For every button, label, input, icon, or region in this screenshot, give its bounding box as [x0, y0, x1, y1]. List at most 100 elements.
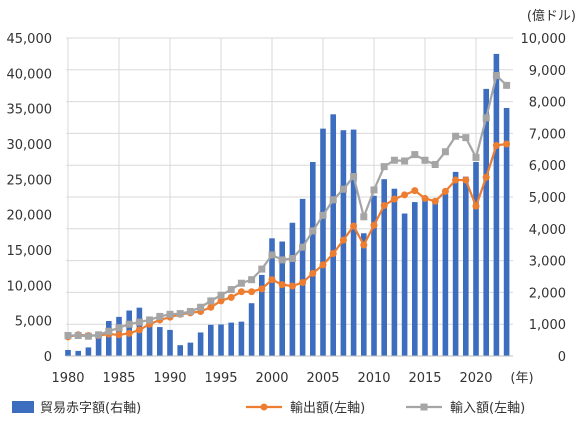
data-point — [421, 156, 429, 164]
data-point — [319, 211, 327, 219]
data-point — [380, 163, 388, 171]
series-line — [67, 142, 507, 338]
right-axis-tick-label: 8,000 — [529, 96, 566, 111]
data-point — [411, 187, 419, 195]
right-axis-tick-label: 0 — [558, 350, 566, 365]
data-point — [482, 114, 490, 122]
data-point — [125, 320, 133, 328]
data-point — [360, 213, 368, 221]
bar — [167, 329, 173, 356]
bar — [269, 238, 275, 356]
x-axis-unit-label: (年) — [510, 371, 533, 386]
left-axis-tick-label: 25,000 — [7, 173, 53, 188]
data-point — [74, 332, 82, 340]
data-point — [268, 276, 276, 284]
legend-swatch-marker — [260, 403, 268, 411]
data-point — [105, 327, 113, 335]
bar — [197, 332, 204, 356]
bar — [452, 171, 459, 356]
legend: 貿易赤字額(右軸) 輸出額(左軸) 輸入額(左軸) — [12, 401, 525, 416]
bar — [75, 350, 81, 356]
right-axis-tick-label: 3,000 — [529, 255, 566, 270]
data-point — [339, 236, 347, 244]
bar — [432, 202, 438, 356]
right-axis-tick-label: 4,000 — [529, 223, 566, 238]
data-point — [431, 160, 439, 168]
data-point — [441, 187, 449, 195]
left-axis-tick-label: 30,000 — [7, 138, 53, 153]
data-point — [217, 291, 225, 299]
data-point — [156, 312, 164, 320]
right-axis-tick-label: 6,000 — [529, 159, 566, 174]
legend-label: 輸入額(左軸) — [450, 401, 525, 416]
x-axis-tick-label: 2005 — [306, 371, 339, 386]
data-point — [258, 265, 266, 273]
data-point — [319, 261, 327, 269]
bar — [361, 233, 367, 356]
data-point — [492, 71, 500, 79]
bar — [463, 176, 469, 356]
data-point — [411, 151, 419, 159]
data-point — [339, 185, 347, 193]
data-point — [462, 176, 470, 184]
bar — [248, 303, 255, 356]
left-axis-tick-label: 15,000 — [7, 244, 53, 259]
bar — [401, 213, 408, 356]
bar — [493, 53, 500, 357]
data-point — [431, 197, 439, 205]
left-axis-tick-label: 0 — [44, 350, 52, 365]
line-series — [64, 71, 511, 341]
axes: 0 5,000 10,000 15,000 20,000 25,000 30,000 35,0… — [7, 32, 567, 386]
data-point — [186, 307, 194, 315]
data-point — [135, 318, 143, 326]
left-axis-tick-label: 5,000 — [15, 315, 52, 330]
bar — [85, 347, 92, 356]
right-axis-tick-label: 1,000 — [529, 318, 566, 333]
x-axis-tick-label: 1995 — [204, 371, 237, 386]
bar — [473, 162, 479, 356]
left-axis-tick-label: 10,000 — [7, 279, 53, 294]
data-point — [227, 286, 235, 294]
right-axis-tick-label: 7,000 — [529, 127, 566, 142]
data-point — [217, 297, 225, 305]
legend-label: 貿易赤字額(右軸) — [40, 401, 141, 416]
data-point — [452, 132, 460, 140]
data-point — [248, 288, 256, 296]
bar — [238, 321, 245, 356]
data-point — [166, 310, 174, 318]
left-axis-tick-label: 40,000 — [7, 67, 53, 82]
data-point — [237, 279, 245, 287]
data-point — [503, 140, 511, 148]
x-axis-tick-label: 1985 — [102, 371, 135, 386]
data-point — [115, 331, 123, 339]
data-point — [135, 326, 143, 334]
data-point — [350, 222, 358, 230]
legend-label: 輸出額(左軸) — [290, 401, 365, 416]
legend-swatch-marker — [420, 403, 428, 411]
data-point — [441, 148, 449, 156]
x-axis-tick-label: 2010 — [357, 371, 390, 386]
bar — [106, 321, 112, 356]
data-point — [299, 243, 307, 251]
data-point — [227, 293, 235, 301]
data-point — [146, 316, 154, 324]
right-axis-tick-label: 9,000 — [529, 64, 566, 79]
bar — [95, 334, 102, 356]
data-point — [309, 269, 317, 277]
legend-swatch — [12, 401, 34, 413]
data-point — [472, 202, 480, 210]
bar — [299, 198, 306, 356]
bar — [279, 241, 285, 356]
data-point — [401, 157, 409, 165]
data-point — [125, 329, 133, 337]
data-point — [258, 285, 266, 293]
bar — [228, 322, 234, 356]
bar — [483, 88, 489, 356]
data-point — [401, 191, 409, 199]
bar — [422, 199, 428, 356]
data-point — [472, 153, 480, 161]
left-axis-tick-label: 45,000 — [7, 32, 53, 47]
data-point — [462, 134, 470, 142]
data-point — [84, 332, 92, 340]
